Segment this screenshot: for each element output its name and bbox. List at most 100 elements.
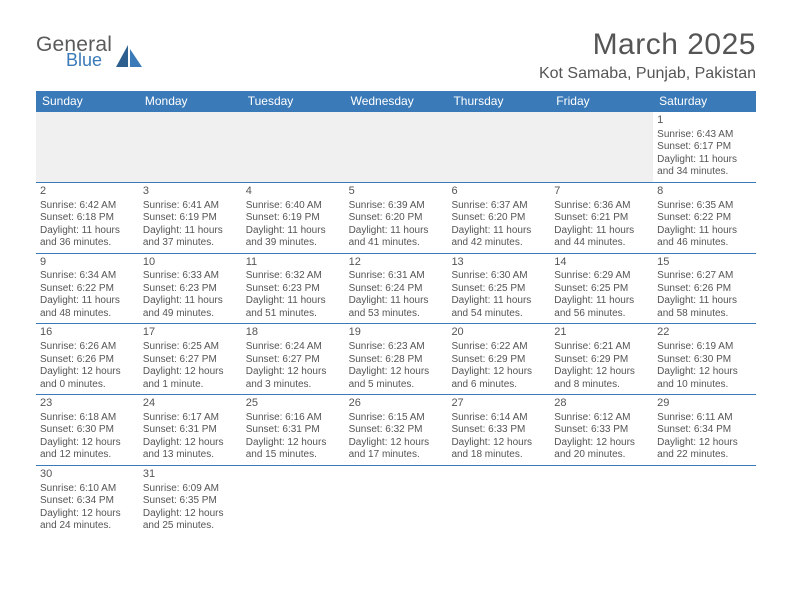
day-number: 24 (143, 397, 238, 411)
daylight-line: Daylight: 12 hours and 22 minutes. (657, 437, 752, 462)
day-cell: 3Sunrise: 6:41 AMSunset: 6:19 PMDaylight… (139, 183, 242, 253)
day-cell: 7Sunrise: 6:36 AMSunset: 6:21 PMDaylight… (550, 183, 653, 253)
sunrise-line: Sunrise: 6:24 AM (246, 341, 341, 354)
sunrise-line: Sunrise: 6:19 AM (657, 341, 752, 354)
sunrise-line: Sunrise: 6:22 AM (451, 341, 546, 354)
day-cell (345, 112, 448, 182)
sunset-line: Sunset: 6:17 PM (657, 141, 752, 154)
daylight-line: Daylight: 12 hours and 5 minutes. (349, 366, 444, 391)
weekday-header: Thursday (447, 91, 550, 112)
sunset-line: Sunset: 6:29 PM (554, 354, 649, 367)
daylight-line: Daylight: 11 hours and 51 minutes. (246, 295, 341, 320)
day-number: 13 (451, 256, 546, 270)
day-cell (550, 466, 653, 536)
sunrise-line: Sunrise: 6:32 AM (246, 270, 341, 283)
sunset-line: Sunset: 6:21 PM (554, 212, 649, 225)
day-number: 20 (451, 326, 546, 340)
day-number: 5 (349, 185, 444, 199)
sunset-line: Sunset: 6:20 PM (349, 212, 444, 225)
day-cell: 9Sunrise: 6:34 AMSunset: 6:22 PMDaylight… (36, 254, 139, 324)
sunrise-line: Sunrise: 6:29 AM (554, 270, 649, 283)
sunrise-line: Sunrise: 6:09 AM (143, 483, 238, 496)
weekday-header: Monday (139, 91, 242, 112)
sunrise-line: Sunrise: 6:27 AM (657, 270, 752, 283)
day-cell: 18Sunrise: 6:24 AMSunset: 6:27 PMDayligh… (242, 324, 345, 394)
week-row: 2Sunrise: 6:42 AMSunset: 6:18 PMDaylight… (36, 183, 756, 254)
day-number: 29 (657, 397, 752, 411)
week-row: 23Sunrise: 6:18 AMSunset: 6:30 PMDayligh… (36, 395, 756, 466)
day-number: 12 (349, 256, 444, 270)
day-number: 7 (554, 185, 649, 199)
month-title: March 2025 (539, 28, 756, 62)
sunrise-line: Sunrise: 6:36 AM (554, 200, 649, 213)
day-cell: 23Sunrise: 6:18 AMSunset: 6:30 PMDayligh… (36, 395, 139, 465)
location-label: Kot Samaba, Punjab, Pakistan (539, 65, 756, 83)
day-cell: 31Sunrise: 6:09 AMSunset: 6:35 PMDayligh… (139, 466, 242, 536)
day-number: 2 (40, 185, 135, 199)
sunset-line: Sunset: 6:19 PM (143, 212, 238, 225)
calendar-grid: SundayMondayTuesdayWednesdayThursdayFrid… (36, 91, 756, 536)
sunset-line: Sunset: 6:20 PM (451, 212, 546, 225)
day-number: 9 (40, 256, 135, 270)
day-cell: 13Sunrise: 6:30 AMSunset: 6:25 PMDayligh… (447, 254, 550, 324)
day-number: 19 (349, 326, 444, 340)
daylight-line: Daylight: 12 hours and 17 minutes. (349, 437, 444, 462)
sunset-line: Sunset: 6:33 PM (451, 424, 546, 437)
daylight-line: Daylight: 11 hours and 49 minutes. (143, 295, 238, 320)
day-number: 17 (143, 326, 238, 340)
sunrise-line: Sunrise: 6:23 AM (349, 341, 444, 354)
sunset-line: Sunset: 6:27 PM (246, 354, 341, 367)
title-block: March 2025 Kot Samaba, Punjab, Pakistan (539, 28, 756, 83)
week-row: 30Sunrise: 6:10 AMSunset: 6:34 PMDayligh… (36, 466, 756, 536)
day-cell: 21Sunrise: 6:21 AMSunset: 6:29 PMDayligh… (550, 324, 653, 394)
day-cell (653, 466, 756, 536)
day-cell: 1Sunrise: 6:43 AMSunset: 6:17 PMDaylight… (653, 112, 756, 182)
day-cell: 27Sunrise: 6:14 AMSunset: 6:33 PMDayligh… (447, 395, 550, 465)
daylight-line: Daylight: 12 hours and 10 minutes. (657, 366, 752, 391)
sunrise-line: Sunrise: 6:15 AM (349, 412, 444, 425)
daylight-line: Daylight: 11 hours and 53 minutes. (349, 295, 444, 320)
daylight-line: Daylight: 11 hours and 48 minutes. (40, 295, 135, 320)
day-number: 14 (554, 256, 649, 270)
sunset-line: Sunset: 6:26 PM (657, 283, 752, 296)
calendar-page: General Blue March 2025 Kot Samaba, Punj… (0, 0, 792, 554)
weekday-header: Wednesday (345, 91, 448, 112)
day-number: 10 (143, 256, 238, 270)
sunrise-line: Sunrise: 6:41 AM (143, 200, 238, 213)
day-number: 16 (40, 326, 135, 340)
brand-logo: General Blue (36, 28, 142, 69)
day-cell: 30Sunrise: 6:10 AMSunset: 6:34 PMDayligh… (36, 466, 139, 536)
daylight-line: Daylight: 11 hours and 34 minutes. (657, 154, 752, 179)
day-cell: 22Sunrise: 6:19 AMSunset: 6:30 PMDayligh… (653, 324, 756, 394)
sunset-line: Sunset: 6:18 PM (40, 212, 135, 225)
sunrise-line: Sunrise: 6:21 AM (554, 341, 649, 354)
sunset-line: Sunset: 6:19 PM (246, 212, 341, 225)
weekday-header: Friday (550, 91, 653, 112)
daylight-line: Daylight: 11 hours and 37 minutes. (143, 225, 238, 250)
daylight-line: Daylight: 12 hours and 18 minutes. (451, 437, 546, 462)
day-number: 11 (246, 256, 341, 270)
day-cell: 4Sunrise: 6:40 AMSunset: 6:19 PMDaylight… (242, 183, 345, 253)
day-cell: 15Sunrise: 6:27 AMSunset: 6:26 PMDayligh… (653, 254, 756, 324)
day-cell: 8Sunrise: 6:35 AMSunset: 6:22 PMDaylight… (653, 183, 756, 253)
sunrise-line: Sunrise: 6:11 AM (657, 412, 752, 425)
sunrise-line: Sunrise: 6:18 AM (40, 412, 135, 425)
day-cell: 25Sunrise: 6:16 AMSunset: 6:31 PMDayligh… (242, 395, 345, 465)
sunset-line: Sunset: 6:34 PM (40, 495, 135, 508)
sunrise-line: Sunrise: 6:34 AM (40, 270, 135, 283)
sunrise-line: Sunrise: 6:30 AM (451, 270, 546, 283)
daylight-line: Daylight: 11 hours and 36 minutes. (40, 225, 135, 250)
weeks-container: 1Sunrise: 6:43 AMSunset: 6:17 PMDaylight… (36, 112, 756, 536)
day-number: 21 (554, 326, 649, 340)
sunrise-line: Sunrise: 6:42 AM (40, 200, 135, 213)
day-cell: 29Sunrise: 6:11 AMSunset: 6:34 PMDayligh… (653, 395, 756, 465)
sunrise-line: Sunrise: 6:25 AM (143, 341, 238, 354)
sunset-line: Sunset: 6:22 PM (40, 283, 135, 296)
sunset-line: Sunset: 6:34 PM (657, 424, 752, 437)
week-row: 16Sunrise: 6:26 AMSunset: 6:26 PMDayligh… (36, 324, 756, 395)
day-number: 6 (451, 185, 546, 199)
day-number: 23 (40, 397, 135, 411)
day-number: 3 (143, 185, 238, 199)
daylight-line: Daylight: 12 hours and 3 minutes. (246, 366, 341, 391)
day-number: 30 (40, 468, 135, 482)
